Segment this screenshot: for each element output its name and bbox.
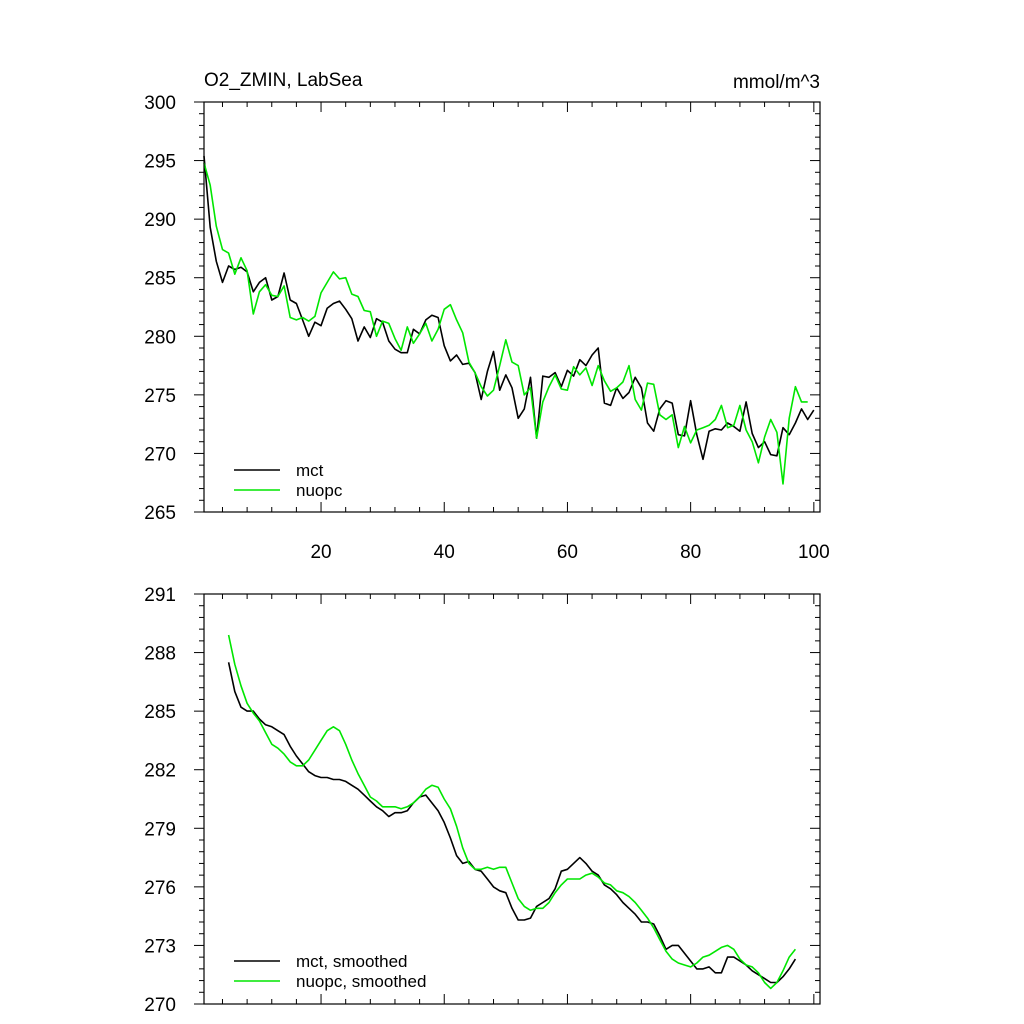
- legend-label-nuopc-smoothed: nuopc, smoothed: [296, 972, 426, 991]
- legend-label-nuopc: nuopc: [296, 481, 343, 500]
- top-panel-ticks: 20 40 60 80 100 265 270 275 280 285 290 295 300: [144, 93, 829, 563]
- y-tick-label: 280: [144, 327, 176, 348]
- y-tick-label: 265: [144, 503, 176, 524]
- y-tick-label: 273: [144, 936, 176, 957]
- y-tick-label: 270: [144, 444, 176, 465]
- y-tick-label: 291: [144, 585, 176, 606]
- y-tick-label: 285: [144, 702, 176, 723]
- top-panel: O2_ZMIN, LabSea mmol/m^3 20 40 60 80 1002652…: [144, 70, 829, 563]
- bottom-panel-ticks: 270 273 276 279 282 285 288 291: [144, 585, 820, 1016]
- top-panel-plot-area: [203, 155, 815, 485]
- x-tick-label: 20: [310, 542, 331, 563]
- bottom-panel: 270 273 276 279 282 285 288 291 mct, smoothed n…: [144, 585, 821, 1016]
- y-tick-label: 285: [144, 269, 176, 290]
- top-panel-units: mmol/m^3: [733, 72, 820, 93]
- series-line-mct: [203, 155, 815, 461]
- y-tick-label: 295: [144, 152, 176, 173]
- y-tick-label: 279: [144, 819, 176, 840]
- series-line-mct-smoothed: [227, 662, 797, 984]
- bottom-panel-legend: mct, smoothed nuopc, smoothed: [234, 952, 426, 991]
- x-tick-label: 80: [680, 542, 701, 563]
- x-tick-label: 100: [798, 542, 830, 563]
- legend-label-mct-smoothed: mct, smoothed: [296, 952, 408, 971]
- y-tick-label: 300: [144, 93, 176, 114]
- x-tick-label: 60: [557, 542, 578, 563]
- top-panel-legend: mct nuopc: [234, 461, 343, 500]
- series-line-nuopc: [203, 162, 808, 485]
- y-tick-label: 276: [144, 878, 176, 899]
- x-tick-label: 40: [434, 542, 455, 563]
- y-tick-label: 290: [144, 210, 176, 231]
- y-tick-label: 275: [144, 386, 176, 407]
- bottom-panel-frame: [203, 593, 821, 1005]
- legend-label-mct: mct: [296, 461, 324, 480]
- top-panel-frame: [203, 101, 821, 513]
- top-panel-title: O2_ZMIN, LabSea: [204, 70, 363, 91]
- bottom-panel-plot-area: [227, 634, 797, 990]
- y-tick-label: 270: [144, 995, 176, 1016]
- y-tick-label: 282: [144, 761, 176, 782]
- y-tick-label: 288: [144, 644, 176, 665]
- series-line-nuopc-smoothed: [227, 634, 797, 990]
